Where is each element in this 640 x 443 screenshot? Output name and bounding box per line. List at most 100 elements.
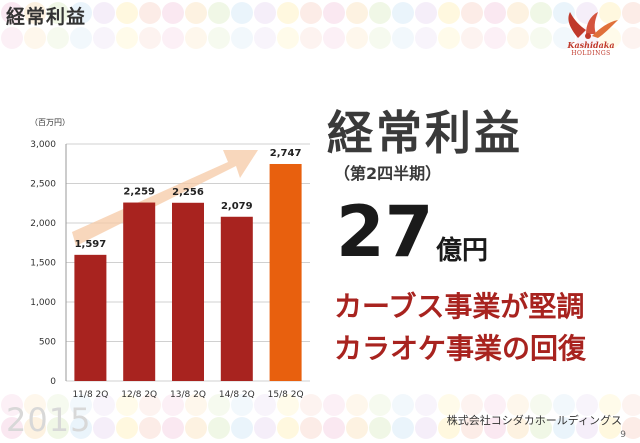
decor-dot	[369, 27, 391, 49]
decor-dot	[484, 417, 506, 439]
decor-dot	[438, 417, 460, 439]
headline-line-2: カラオケ事業の回復	[334, 332, 587, 365]
decor-dot	[162, 394, 184, 416]
bar-value-label: 2,259	[123, 187, 155, 198]
decor-dot	[392, 2, 414, 24]
decor-dot	[116, 27, 138, 49]
decor-dot	[47, 394, 69, 416]
decor-dot	[346, 417, 368, 439]
bar-value-label: 2,256	[172, 187, 204, 198]
decor-dot	[622, 2, 640, 24]
decor-dot	[162, 27, 184, 49]
decor-dot	[254, 417, 276, 439]
decor-dot	[484, 2, 506, 24]
decor-dot	[300, 417, 322, 439]
header-title: 経常利益	[6, 6, 87, 28]
decor-dot	[93, 417, 115, 439]
bar-value-label: 2,079	[221, 201, 253, 212]
decor-dot	[461, 27, 483, 49]
decor-dot	[70, 417, 92, 439]
decor-dot	[277, 394, 299, 416]
y-tick-label: 2,500	[30, 180, 56, 190]
decor-dot	[622, 27, 640, 49]
decor-dot	[530, 394, 552, 416]
bar	[74, 254, 107, 381]
decor-dot	[415, 417, 437, 439]
headline-line-1: カーブス事業が堅調	[334, 290, 585, 323]
decor-dot	[438, 394, 460, 416]
decor-dot	[24, 394, 46, 416]
decor-dot	[116, 417, 138, 439]
trend-arrow	[72, 150, 258, 246]
bar	[269, 163, 302, 381]
decor-dot	[553, 417, 575, 439]
decor-dot	[93, 27, 115, 49]
decor-dot	[346, 394, 368, 416]
footer-company: 株式会社コシダカホールディングス	[446, 414, 622, 427]
decor-dot	[530, 27, 552, 49]
y-tick-label: 500	[39, 338, 56, 348]
decor-dot	[323, 417, 345, 439]
decor-dot	[93, 394, 115, 416]
x-tick-label: 13/8 2Q	[170, 390, 206, 400]
x-tick-label: 11/8 2Q	[72, 390, 108, 400]
logo-brand-text: Kashidaka	[567, 40, 615, 50]
decor-dot	[162, 417, 184, 439]
decor-dot	[24, 417, 46, 439]
decor-dot	[392, 417, 414, 439]
decor-dot	[599, 417, 621, 439]
headline-title: 経常利益	[327, 106, 523, 160]
decor-dot	[208, 27, 230, 49]
y-tick-label: 1,000	[30, 298, 56, 308]
y-tick-label: 0	[50, 377, 56, 387]
decor-dot	[208, 394, 230, 416]
decor-dot	[507, 417, 529, 439]
decor-dot	[300, 2, 322, 24]
decor-dot	[47, 417, 69, 439]
x-tick-label: 14/8 2Q	[219, 390, 255, 400]
decor-dot	[484, 394, 506, 416]
decor-dot	[599, 394, 621, 416]
x-tick-label: 15/8 2Q	[268, 390, 304, 400]
decor-dot	[553, 27, 575, 49]
decor-dot	[231, 417, 253, 439]
decor-dot	[70, 27, 92, 49]
decor-dot	[1, 394, 23, 416]
decor-dot	[507, 394, 529, 416]
y-tick-label: 3,000	[30, 140, 56, 150]
decor-dot	[139, 2, 161, 24]
decor-dot	[461, 394, 483, 416]
decor-dot	[507, 27, 529, 49]
decor-dot	[415, 27, 437, 49]
decor-dot	[392, 394, 414, 416]
decor-dot	[185, 394, 207, 416]
headline-unit: 億円	[436, 236, 489, 266]
decor-dot	[254, 2, 276, 24]
decor-dot	[162, 2, 184, 24]
company-logo: Kashidaka HOLDINGS	[556, 8, 626, 60]
decor-dot	[300, 27, 322, 49]
decor-dot	[139, 27, 161, 49]
decor-dot	[622, 394, 640, 416]
decor-dot	[323, 2, 345, 24]
decor-dot	[576, 394, 598, 416]
decor-dot	[70, 2, 92, 24]
decor-dot	[369, 2, 391, 24]
decor-dot	[1, 2, 23, 24]
headline-number: 27	[336, 191, 434, 273]
decor-dot	[622, 417, 640, 439]
decor-dot	[254, 394, 276, 416]
x-tick-label: 12/8 2Q	[121, 390, 157, 400]
decor-dot	[70, 394, 92, 416]
decor-dot	[277, 417, 299, 439]
decor-dot	[277, 27, 299, 49]
decor-dot	[185, 417, 207, 439]
decor-dot	[208, 417, 230, 439]
bar-value-label: 2,747	[270, 148, 302, 159]
decor-dot	[254, 27, 276, 49]
decor-dot	[346, 27, 368, 49]
decor-dot	[116, 2, 138, 24]
decor-dot	[139, 394, 161, 416]
bar	[123, 202, 156, 381]
